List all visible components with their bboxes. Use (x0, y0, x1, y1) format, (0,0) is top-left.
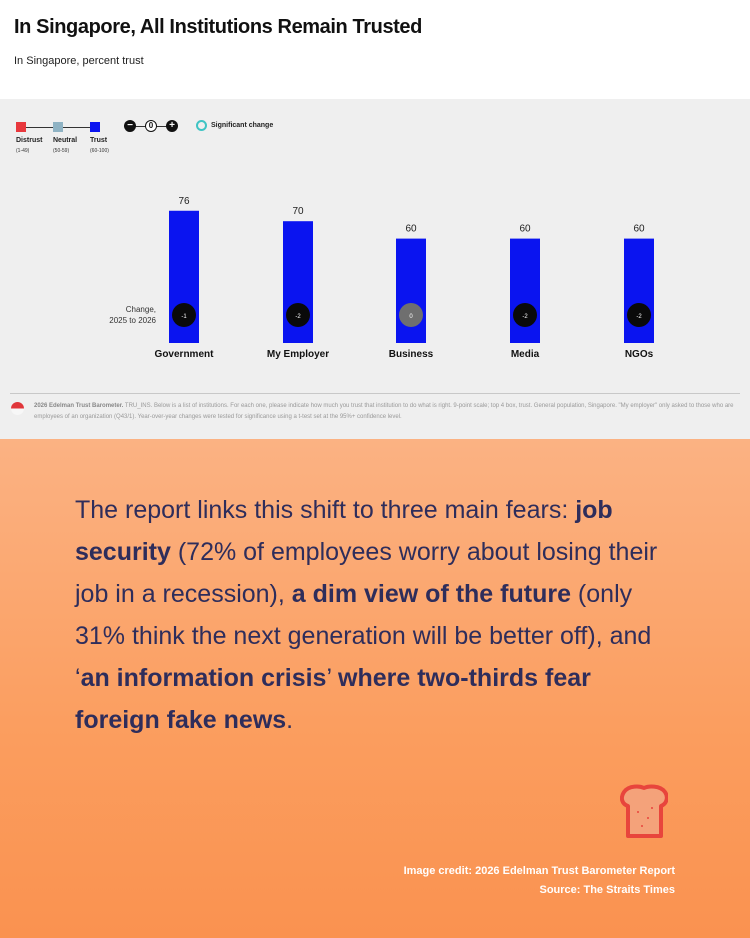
legend-distrust-label: Distrust (16, 137, 43, 144)
minus-icon: − (124, 120, 136, 132)
change-value: 0 (409, 314, 413, 320)
credit-line-2: Source: The Straits Times (539, 884, 675, 896)
bar-media (510, 238, 540, 343)
chart-panel: Distrust Neutral Trust (1-49) (50-59) (6… (0, 99, 750, 439)
bar-ngos (624, 238, 654, 343)
change-label-line-2: 2025 to 2026 (109, 316, 156, 325)
singapore-flag-icon (11, 402, 24, 415)
legend-trust-range: (60-100) (90, 148, 109, 154)
legend-neutral-range: (50-59) (53, 148, 70, 154)
category-label: My Employer (267, 349, 329, 360)
legend-neutral-swatch (53, 122, 63, 132)
quote-bold-3: an information crisis (80, 664, 327, 692)
significant-change-icon (196, 120, 207, 131)
chart-title: In Singapore, All Institutions Remain Tr… (14, 16, 422, 38)
legend-trust-swatch (90, 122, 100, 132)
legend-distrust-swatch (16, 122, 26, 132)
value-label: 70 (292, 206, 304, 217)
footer-text: TRU_INS. Below is a list of institutions… (34, 403, 734, 420)
change-value: -2 (295, 314, 301, 320)
quote-bold-4: where two-thirds fear foreign fake news (75, 664, 591, 734)
value-label: 60 (633, 224, 645, 235)
image-credit: Image credit: 2026 Edelman Trust Baromet… (404, 862, 675, 900)
significant-change-label: Significant change (211, 122, 274, 129)
bar-business (396, 238, 426, 343)
credit-line-1: Image credit: 2026 Edelman Trust Baromet… (403, 865, 675, 877)
quote-panel: The report links this shift to three mai… (0, 439, 750, 938)
toast-bread-icon (620, 784, 668, 838)
quote-part-4: ’ (326, 664, 339, 692)
plus-icon: + (166, 120, 178, 132)
quote-part-2: (72% of employees worry about losing the… (75, 538, 658, 608)
change-badge (286, 303, 310, 327)
change-badge (172, 303, 196, 327)
zero-icon: 0 (145, 120, 157, 132)
category-label: Media (511, 349, 540, 360)
legend-distrust-range: (1-49) (16, 148, 30, 154)
footer-divider (10, 393, 740, 394)
legend-trust-label: Trust (90, 137, 108, 144)
change-value: -2 (636, 314, 642, 320)
footer-source: 2026 Edelman Trust Barometer. (34, 403, 124, 409)
change-value: -2 (522, 314, 528, 320)
footer-note: 2026 Edelman Trust Barometer. TRU_INS. B… (34, 401, 746, 423)
quote-part-5: . (286, 706, 294, 734)
quote-bold-1: job security (75, 496, 613, 566)
trust-scale-legend: Distrust Neutral Trust (1-49) (50-59) (6… (14, 119, 114, 159)
chart-subtitle: In Singapore, percent trust (14, 55, 144, 67)
quote-text: The report links this shift to three mai… (75, 489, 675, 741)
change-badge (513, 303, 537, 327)
header: In Singapore, All Institutions Remain Tr… (0, 0, 750, 99)
significance-legend: − 0 + (124, 120, 180, 134)
value-label: 76 (178, 196, 190, 207)
value-label: 60 (405, 224, 417, 235)
category-label: NGOs (625, 349, 654, 360)
quote-part-1: The report links this shift to three mai… (75, 496, 576, 524)
change-row-label: Change, 2025 to 2026 (80, 304, 156, 326)
change-badge (627, 303, 651, 327)
change-value: -1 (181, 314, 187, 320)
significant-change-legend: Significant change (196, 120, 273, 131)
change-badge (399, 303, 423, 327)
quote-bold-2: a dim view of the future (291, 580, 571, 608)
category-label: Business (389, 349, 434, 360)
category-label: Government (155, 349, 215, 360)
quote-part-3: (only 31% think the next generation will… (75, 580, 652, 692)
legend-neutral-label: Neutral (53, 137, 78, 144)
bar-chart: 76 -1 Government 70 -2 My Employer 60 0 Business… (155, 196, 654, 360)
change-label-line-1: Change, (125, 305, 156, 314)
value-label: 60 (519, 224, 531, 235)
